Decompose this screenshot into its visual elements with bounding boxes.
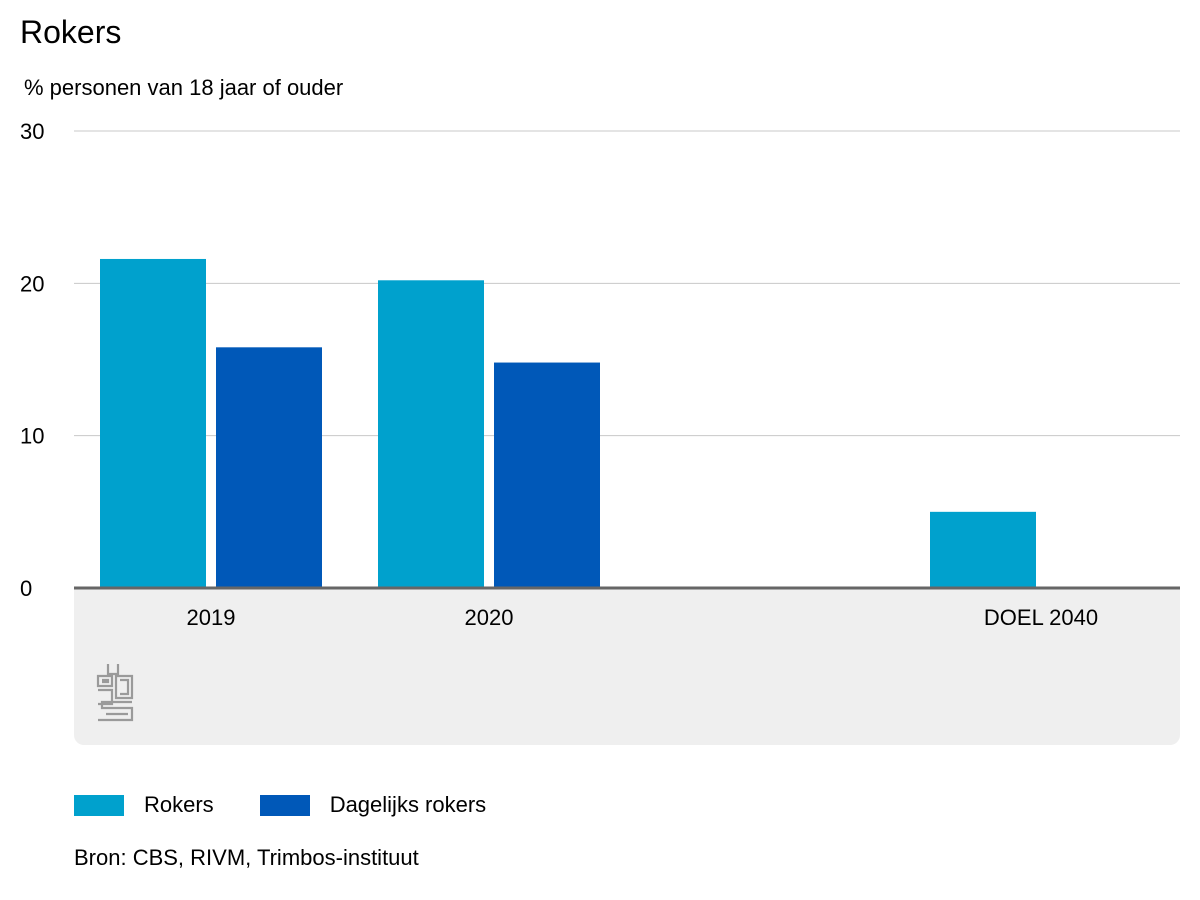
bar-rokers-2019: [100, 258, 206, 588]
x-tick-label: DOEL 2040: [984, 605, 1098, 630]
legend-item-dagelijks-rokers: Dagelijks rokers: [259, 792, 487, 818]
bar-rokers-2020: [378, 280, 484, 588]
y-tick-label: 20: [20, 271, 44, 296]
chart-title: Rokers: [20, 14, 122, 50]
y-tick-label: 10: [20, 424, 44, 449]
bar-dagelijks-rokers-2020: [494, 362, 600, 588]
y-tick-label: 30: [20, 119, 44, 144]
bar-dagelijks-rokers-2019: [216, 347, 322, 588]
chart-subtitle: % personen van 18 jaar of ouder: [24, 75, 344, 100]
legend-label-rokers: Rokers: [144, 792, 214, 817]
footer-panel: [74, 588, 1180, 745]
legend-item-rokers: Rokers: [74, 792, 214, 818]
bar-chart: 0 10 20 30 2019 2020 DOEL 2040: [20, 119, 1180, 745]
y-tick-label: 0: [20, 576, 32, 601]
source-note: Bron: CBS, RIVM, Trimbos-instituut: [74, 845, 419, 870]
x-tick-label: 2020: [465, 605, 514, 630]
x-tick-label: 2019: [187, 605, 236, 630]
legend: Rokers Dagelijks rokers: [74, 792, 532, 818]
cbs-logo-icon: [96, 664, 134, 722]
bar-rokers-doel-2040: [930, 511, 1036, 588]
legend-swatch-rokers: [74, 794, 124, 816]
legend-swatch-dagelijks-rokers: [259, 794, 310, 816]
legend-label-dagelijks-rokers: Dagelijks rokers: [329, 792, 487, 817]
footer-panel-top-fill: [74, 588, 1180, 608]
